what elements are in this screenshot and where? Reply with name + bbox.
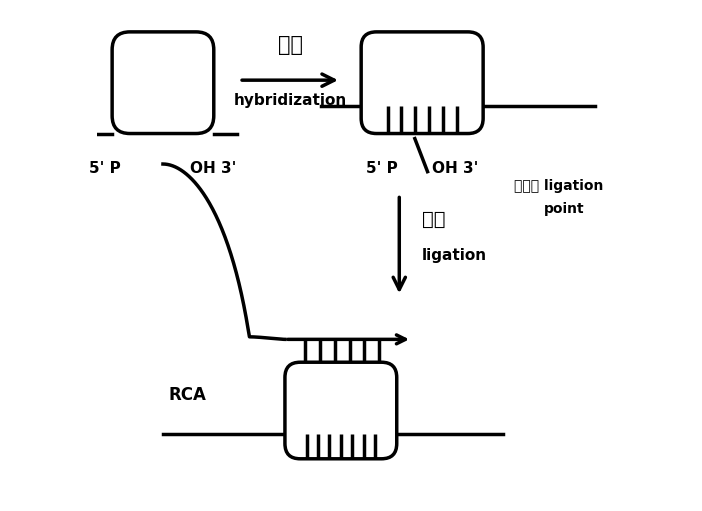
FancyBboxPatch shape (361, 32, 483, 133)
Text: RCA: RCA (168, 386, 206, 404)
Text: 杂交: 杂交 (277, 35, 303, 55)
Text: 连接: 连接 (422, 211, 446, 229)
FancyBboxPatch shape (285, 362, 397, 459)
Text: ligation: ligation (422, 248, 487, 263)
Text: 5' P: 5' P (89, 161, 121, 176)
Text: hybridization: hybridization (233, 93, 347, 108)
Text: 5' P: 5' P (366, 161, 398, 176)
FancyBboxPatch shape (112, 32, 214, 133)
Text: OH 3': OH 3' (190, 161, 237, 176)
Text: OH 3': OH 3' (432, 161, 478, 176)
Text: point: point (544, 202, 585, 216)
Text: 连接点 ligation: 连接点 ligation (514, 179, 603, 193)
